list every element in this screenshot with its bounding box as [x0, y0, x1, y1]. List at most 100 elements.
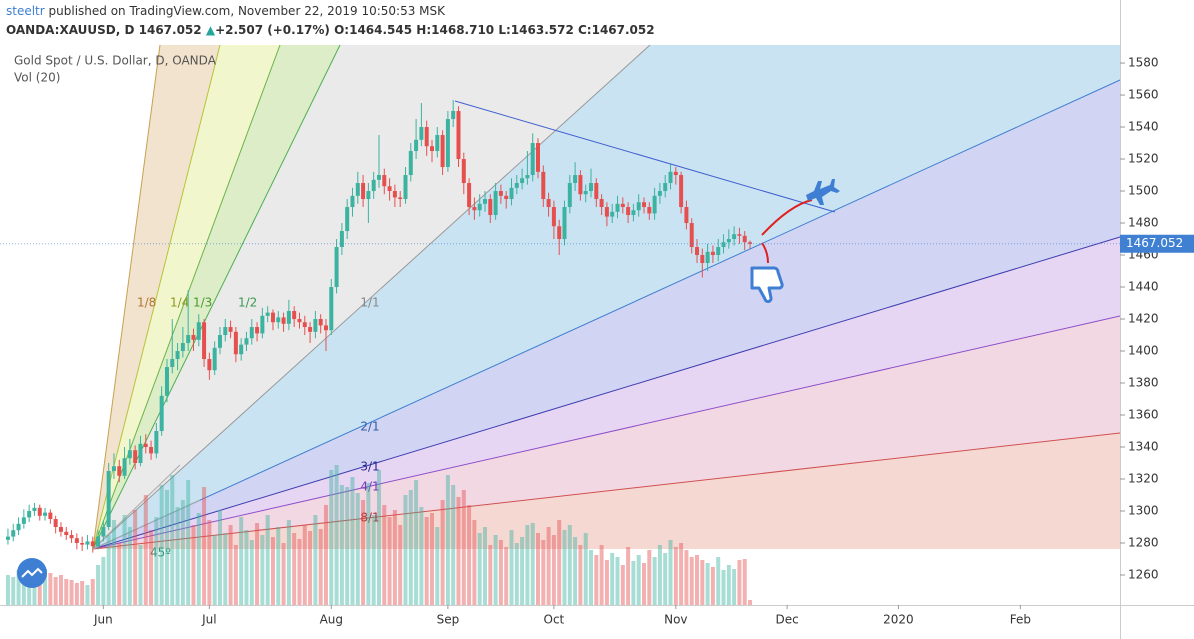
last-price-box	[1120, 234, 1194, 253]
volume-bar	[530, 523, 535, 605]
volume-bar	[276, 527, 281, 605]
volume-bar	[149, 530, 154, 605]
volume-bar	[488, 545, 493, 605]
volume-bar	[562, 530, 567, 605]
candle-body	[53, 519, 58, 528]
volume-bar	[737, 560, 742, 605]
candle-body	[366, 191, 371, 200]
candle-body	[594, 183, 599, 200]
candle-body	[11, 530, 16, 537]
candle-body	[302, 322, 307, 328]
volume-bar	[700, 560, 705, 605]
y-tick-label: 1380	[1128, 376, 1159, 390]
volume-bar	[636, 555, 641, 605]
volume-bar	[127, 527, 132, 605]
volume-bar	[366, 483, 371, 605]
volume-bar	[403, 495, 408, 605]
volume-bar	[695, 555, 700, 605]
volume-bar	[164, 490, 169, 605]
gann-fan	[92, 44, 1121, 550]
x-tick-label: Sep	[437, 613, 460, 627]
volume-bar	[69, 580, 74, 605]
volume-bar	[355, 493, 360, 605]
candle-body	[196, 322, 201, 340]
candle-body	[69, 535, 74, 539]
tv-logo[interactable]	[17, 558, 47, 588]
volume-bar	[106, 535, 111, 605]
volume-bar	[689, 557, 694, 605]
candle-body	[440, 135, 445, 168]
candle-body	[334, 247, 339, 288]
publisher[interactable]: steeltr	[6, 4, 45, 18]
x-tick-label: Jul	[201, 613, 216, 627]
candle-body	[318, 319, 323, 326]
candle-body	[149, 447, 154, 454]
candle-body	[567, 183, 572, 208]
candle-body	[85, 541, 90, 545]
volume-bar	[122, 515, 127, 605]
y-tick-label: 1340	[1128, 440, 1159, 454]
candle-body	[323, 325, 328, 331]
volume-bar	[657, 545, 662, 605]
thumbs-down-icon	[750, 266, 784, 304]
volume-bar	[255, 523, 260, 605]
candle-body	[620, 203, 625, 208]
candle-body	[610, 211, 615, 217]
y-tick-label: 1500	[1128, 184, 1159, 198]
candle-body	[37, 507, 42, 516]
volume-bar	[472, 520, 477, 605]
candle-body	[520, 178, 525, 184]
volume-bar	[461, 490, 466, 605]
volume-bar	[589, 550, 594, 605]
x-tick-label: Nov	[664, 613, 687, 627]
volume-bar	[85, 585, 90, 605]
candle-body	[403, 175, 408, 200]
candle-body	[249, 327, 254, 339]
candle-body	[350, 195, 355, 208]
candle-body	[392, 191, 397, 198]
volume-bar	[350, 477, 355, 605]
arrow-up-curve	[761, 199, 813, 236]
candle-body	[509, 187, 514, 200]
y-tick-label: 1300	[1128, 504, 1159, 518]
volume-bar	[652, 557, 657, 605]
candle-body	[652, 195, 657, 214]
volume-bar	[202, 487, 207, 605]
candle-body	[435, 135, 440, 152]
volume-bar	[684, 550, 689, 605]
volume-bar	[742, 559, 747, 605]
volume-bar	[170, 475, 175, 605]
volume-bar	[536, 533, 541, 605]
volume-bar	[493, 535, 498, 605]
candle-body	[292, 311, 297, 320]
candle-body	[578, 175, 583, 195]
volume-bar	[297, 539, 302, 605]
candle-body	[138, 443, 143, 464]
volume-bar	[180, 500, 185, 605]
candle-body	[313, 319, 318, 332]
volume-bar	[186, 480, 191, 605]
arrow-down-curve	[761, 242, 769, 264]
quote-low: L:1463.572	[498, 23, 573, 37]
volume-bar	[504, 547, 509, 605]
volume-bar	[159, 485, 164, 605]
volume-bar	[308, 531, 313, 605]
candle-body	[536, 143, 541, 172]
fan-label: 2/1	[360, 420, 379, 434]
volume-bar	[101, 557, 106, 605]
candle-body	[48, 512, 53, 520]
volume-bar	[382, 505, 387, 605]
volume-bar	[520, 537, 525, 605]
x-tick-label: Dec	[776, 613, 799, 627]
candle-body	[180, 343, 185, 352]
volume-bar	[53, 577, 58, 605]
candle-body	[673, 171, 678, 176]
candle-body	[43, 512, 48, 516]
candle-body	[710, 251, 715, 256]
volume-bar	[74, 583, 79, 605]
volume-bar	[732, 569, 737, 605]
volume-bar	[138, 545, 143, 605]
candle-body	[127, 450, 132, 459]
volume-bar	[111, 520, 116, 605]
candle-body	[705, 251, 710, 264]
